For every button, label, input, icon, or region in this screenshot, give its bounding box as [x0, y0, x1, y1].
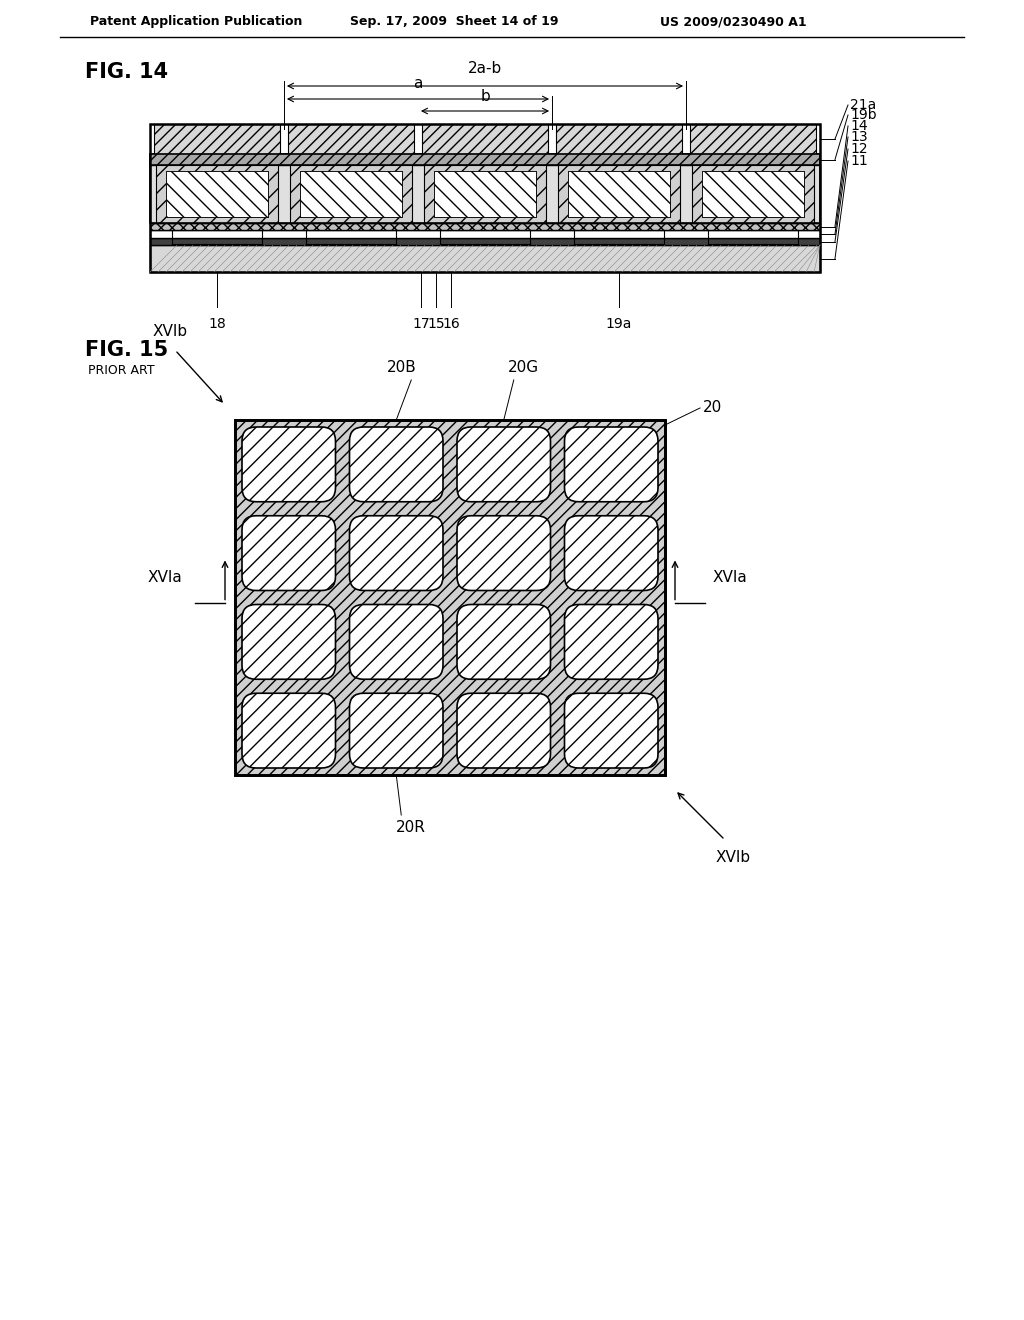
Bar — [434, 172, 536, 216]
Text: 11: 11 — [850, 154, 867, 168]
FancyBboxPatch shape — [457, 426, 551, 502]
Bar — [692, 165, 814, 223]
Bar — [422, 124, 548, 154]
FancyBboxPatch shape — [349, 426, 443, 502]
FancyBboxPatch shape — [242, 693, 336, 768]
Bar — [556, 124, 682, 154]
FancyBboxPatch shape — [564, 693, 658, 768]
FancyBboxPatch shape — [242, 605, 336, 680]
FancyBboxPatch shape — [564, 426, 658, 502]
Text: Sep. 17, 2009  Sheet 14 of 19: Sep. 17, 2009 Sheet 14 of 19 — [350, 16, 558, 29]
Text: PRIOR ART: PRIOR ART — [88, 363, 155, 376]
Bar — [300, 172, 402, 216]
FancyBboxPatch shape — [457, 516, 551, 590]
Text: 19a: 19a — [606, 317, 632, 331]
Bar — [150, 246, 820, 272]
Text: 19b: 19b — [850, 108, 877, 121]
Text: FIG. 15: FIG. 15 — [85, 341, 168, 360]
Bar — [300, 172, 402, 216]
Text: 21a: 21a — [850, 98, 877, 112]
Text: XVIa: XVIa — [713, 570, 748, 585]
Bar — [234, 420, 665, 775]
Text: 12: 12 — [850, 143, 867, 156]
Text: XVIb: XVIb — [716, 850, 751, 866]
Text: FIG. 14: FIG. 14 — [85, 62, 168, 82]
Text: 18: 18 — [208, 317, 226, 331]
FancyBboxPatch shape — [349, 605, 443, 680]
Text: 13: 13 — [850, 129, 867, 144]
Bar — [690, 124, 816, 154]
Bar — [150, 154, 820, 165]
Text: 20B: 20B — [386, 360, 416, 375]
FancyBboxPatch shape — [349, 693, 443, 768]
Bar — [156, 165, 278, 223]
Bar — [290, 165, 412, 223]
Text: 15: 15 — [427, 317, 444, 331]
FancyBboxPatch shape — [457, 605, 551, 680]
Bar — [150, 230, 820, 238]
FancyBboxPatch shape — [242, 516, 336, 590]
Text: 16: 16 — [442, 317, 460, 331]
Text: 20R: 20R — [396, 820, 426, 834]
Text: b: b — [480, 88, 489, 104]
Bar — [424, 165, 546, 223]
Text: XVIa: XVIa — [147, 570, 182, 585]
Bar — [288, 124, 414, 154]
Bar — [234, 420, 665, 775]
Bar — [150, 238, 820, 246]
FancyBboxPatch shape — [564, 605, 658, 680]
Text: 14: 14 — [850, 119, 867, 133]
FancyBboxPatch shape — [242, 426, 336, 502]
Text: XVIb: XVIb — [153, 325, 187, 339]
Bar — [702, 172, 804, 216]
Bar — [166, 172, 268, 216]
Text: 17: 17 — [413, 317, 430, 331]
Bar — [150, 154, 820, 165]
Text: 2a-b: 2a-b — [468, 61, 502, 77]
FancyBboxPatch shape — [349, 516, 443, 590]
Text: Patent Application Publication: Patent Application Publication — [90, 16, 302, 29]
Bar — [434, 172, 536, 216]
Text: 20: 20 — [703, 400, 722, 416]
Bar — [568, 172, 670, 216]
Bar — [150, 223, 820, 230]
Text: a: a — [414, 77, 423, 91]
FancyBboxPatch shape — [457, 693, 551, 768]
Text: 20G: 20G — [508, 360, 540, 375]
Bar — [558, 165, 680, 223]
Bar — [568, 172, 670, 216]
FancyBboxPatch shape — [564, 516, 658, 590]
Text: US 2009/0230490 A1: US 2009/0230490 A1 — [660, 16, 807, 29]
Bar — [702, 172, 804, 216]
Bar — [150, 124, 820, 272]
Bar — [154, 124, 280, 154]
Bar — [150, 165, 820, 223]
Bar — [166, 172, 268, 216]
Bar — [150, 165, 820, 223]
